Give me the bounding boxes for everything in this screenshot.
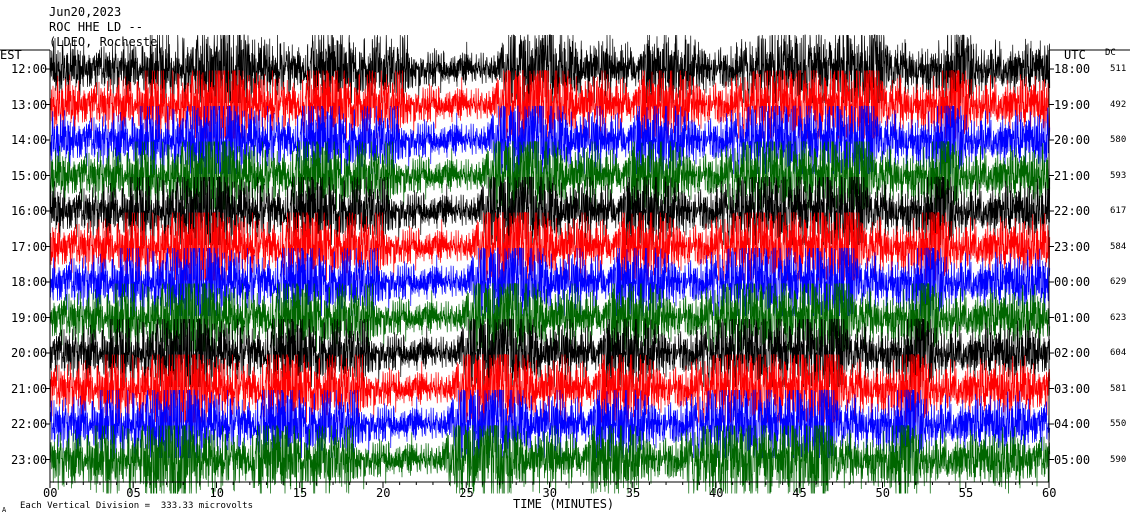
dc-offset-label: 580 — [1110, 135, 1127, 145]
utc-axis-title: UTC — [1064, 48, 1086, 62]
utc-hour-label: 03:00 — [1054, 381, 1091, 396]
est-hour-label: 18:00 — [11, 275, 48, 289]
utc-hour-label: 22:00 — [1054, 204, 1091, 218]
est-hour-label: 19:00 — [11, 310, 48, 325]
est-hour-label: 23:00 — [11, 452, 48, 467]
seismogram-trace-row — [49, 212, 1051, 281]
utc-hour-label: 04:00 — [1054, 417, 1091, 431]
dc-offset-label: 492 — [1110, 99, 1127, 110]
utc-hour-label: 02:00 — [1054, 346, 1091, 360]
utc-hour-label: 20:00 — [1054, 133, 1091, 147]
utc-hour-label: 23:00 — [1054, 239, 1091, 254]
est-hour-label: 14:00 — [11, 133, 48, 147]
dc-offset-label: 581 — [1110, 383, 1127, 394]
utc-hour-label: 19:00 — [1054, 97, 1091, 112]
est-hour-label: 15:00 — [11, 168, 48, 183]
utc-hour-label: 05:00 — [1054, 452, 1091, 467]
x-tick-label: 50 — [875, 486, 890, 500]
est-hour-label: 13:00 — [11, 97, 48, 112]
x-tick-label: 00 — [43, 486, 58, 500]
x-tick-label: 40 — [709, 486, 724, 500]
dc-offset-label: 584 — [1110, 241, 1127, 252]
header-station: ROC HHE LD -- — [49, 20, 143, 34]
x-tick-label: 55 — [958, 486, 974, 500]
x-tick-label: 10 — [209, 486, 224, 500]
x-tick-label: 30 — [542, 486, 557, 500]
dc-offset-label: 623 — [1110, 312, 1127, 323]
dc-offset-label: 604 — [1110, 348, 1127, 358]
est-hour-label: 21:00 — [11, 381, 48, 396]
header-network: (LDEO, Rocheste — [49, 35, 158, 49]
footer-scale-note: Each Vertical Division = 333.33 microvol… — [20, 501, 253, 511]
seismogram-trace-row — [49, 354, 1051, 423]
dc-offset-label: 511 — [1110, 64, 1127, 74]
footer-mark: A — [2, 506, 7, 514]
seismogram-trace-row — [49, 389, 1051, 459]
x-tick-label: 05 — [126, 486, 141, 500]
x-tick-label: 20 — [376, 486, 391, 500]
x-tick-label: 25 — [459, 486, 474, 500]
x-tick-label: 15 — [292, 486, 308, 500]
x-tick-label: 45 — [792, 486, 807, 500]
seismogram-trace-row — [49, 247, 1051, 317]
x-tick-label: 35 — [625, 486, 641, 500]
seismogram-trace-row — [49, 283, 1051, 352]
plot-frame — [0, 49, 1130, 488]
x-tick-label: 60 — [1042, 486, 1057, 500]
seismogram-traces — [49, 34, 1051, 494]
dc-offset-label: 593 — [1110, 170, 1127, 181]
est-hour-label: 22:00 — [11, 417, 48, 431]
seismogram-trace-row — [49, 141, 1051, 210]
utc-hour-label: 01:00 — [1054, 310, 1091, 325]
utc-hour-label: 21:00 — [1054, 168, 1091, 183]
x-axis-label: TIME (MINUTES) — [513, 497, 615, 511]
header-date: Jun20,2023 — [49, 5, 122, 19]
seismogram-trace-row — [49, 105, 1051, 175]
seismogram-trace-row — [49, 425, 1051, 494]
dc-offset-label: 550 — [1110, 419, 1127, 429]
est-hour-label: 16:00 — [11, 204, 48, 218]
dc-column-title: DC — [1105, 48, 1116, 58]
est-hour-label: 17:00 — [11, 239, 48, 254]
seismogram-trace-row — [49, 176, 1051, 246]
utc-hour-label: 18:00 — [1054, 62, 1091, 76]
dc-offset-label: 590 — [1110, 454, 1127, 465]
est-hour-label: 12:00 — [11, 62, 48, 76]
est-axis-title: EST — [0, 48, 22, 62]
utc-hour-label: 00:00 — [1054, 275, 1091, 289]
dc-offset-label: 629 — [1110, 277, 1127, 287]
dc-offset-label: 617 — [1110, 206, 1127, 216]
est-hour-label: 20:00 — [11, 346, 48, 360]
